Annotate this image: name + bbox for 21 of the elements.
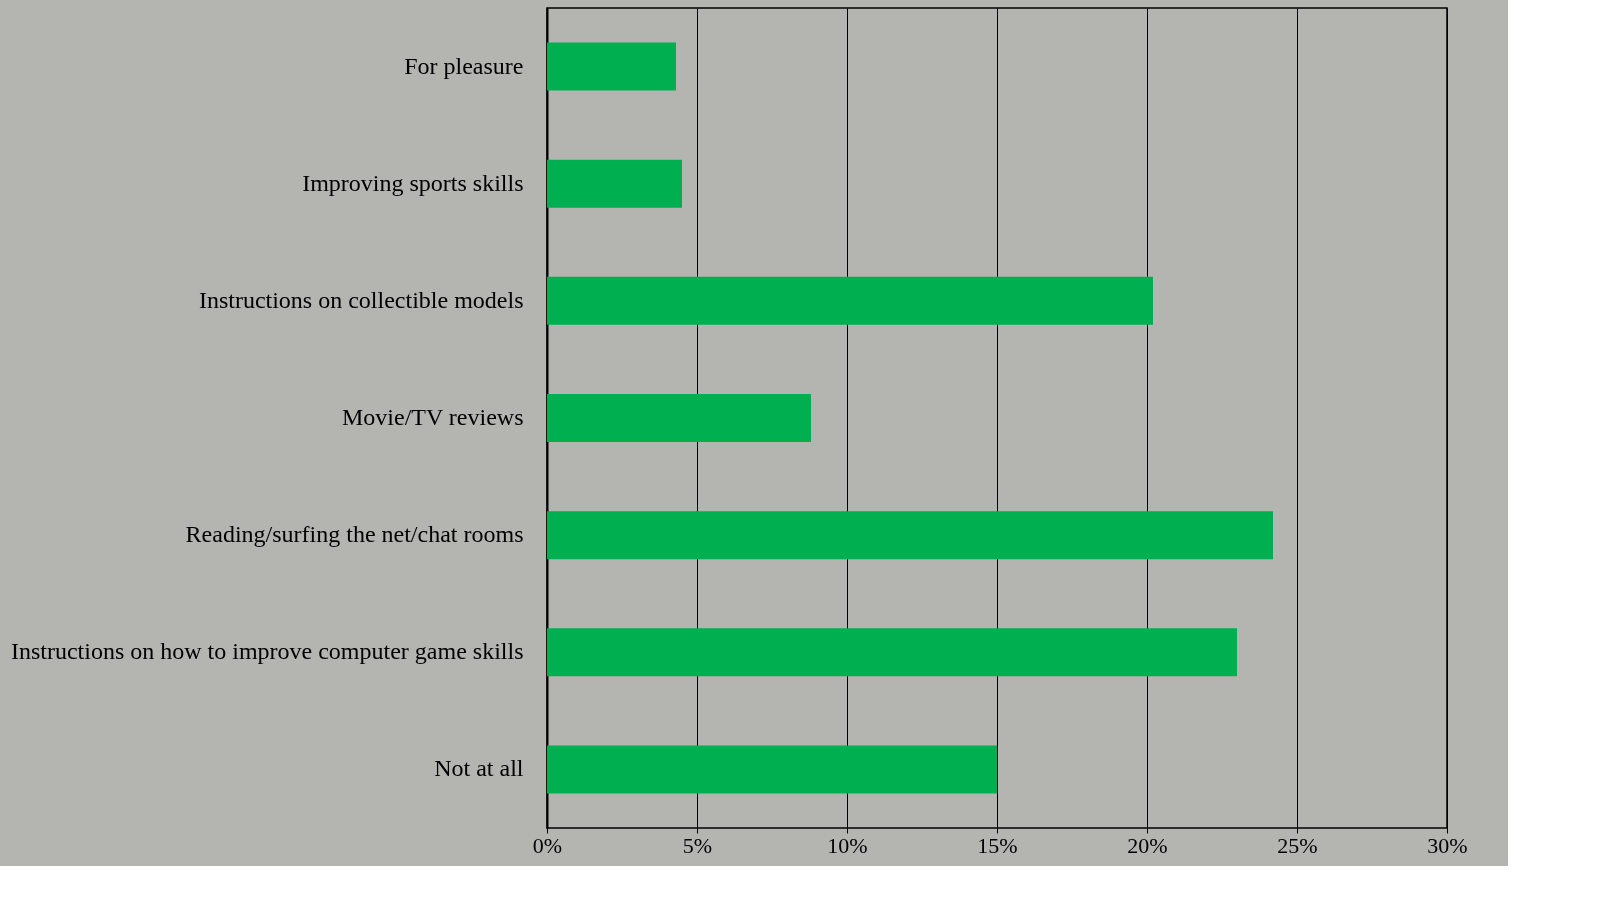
x-tick-label: 5% [682,832,713,858]
x-tick-label: 25% [1277,832,1318,858]
y-tick-label: Reading/surfing the net/chat rooms [185,521,524,548]
y-tick-label: Instructions on collectible models [198,286,524,313]
bar [547,628,1237,677]
x-tick-label: 15% [977,832,1018,858]
y-tick-label: Improving sports skills [302,169,524,196]
bar [547,394,811,442]
y-tick-label: For pleasure [404,52,524,79]
x-tick-label: 20% [1127,832,1168,858]
bar [547,42,676,91]
bar [547,159,682,208]
x-tick-label: 0% [532,832,563,858]
bar [547,511,1273,560]
y-tick-label: Not at all [434,755,524,782]
y-tick-label: Instructions on how to improve computer game skills [10,638,524,665]
bar [547,745,997,794]
x-tick-label: 10% [827,832,868,858]
y-tick-label: Movie/TV reviews [341,404,524,430]
bar [547,276,1153,325]
x-tick-label: 30% [1427,832,1468,858]
